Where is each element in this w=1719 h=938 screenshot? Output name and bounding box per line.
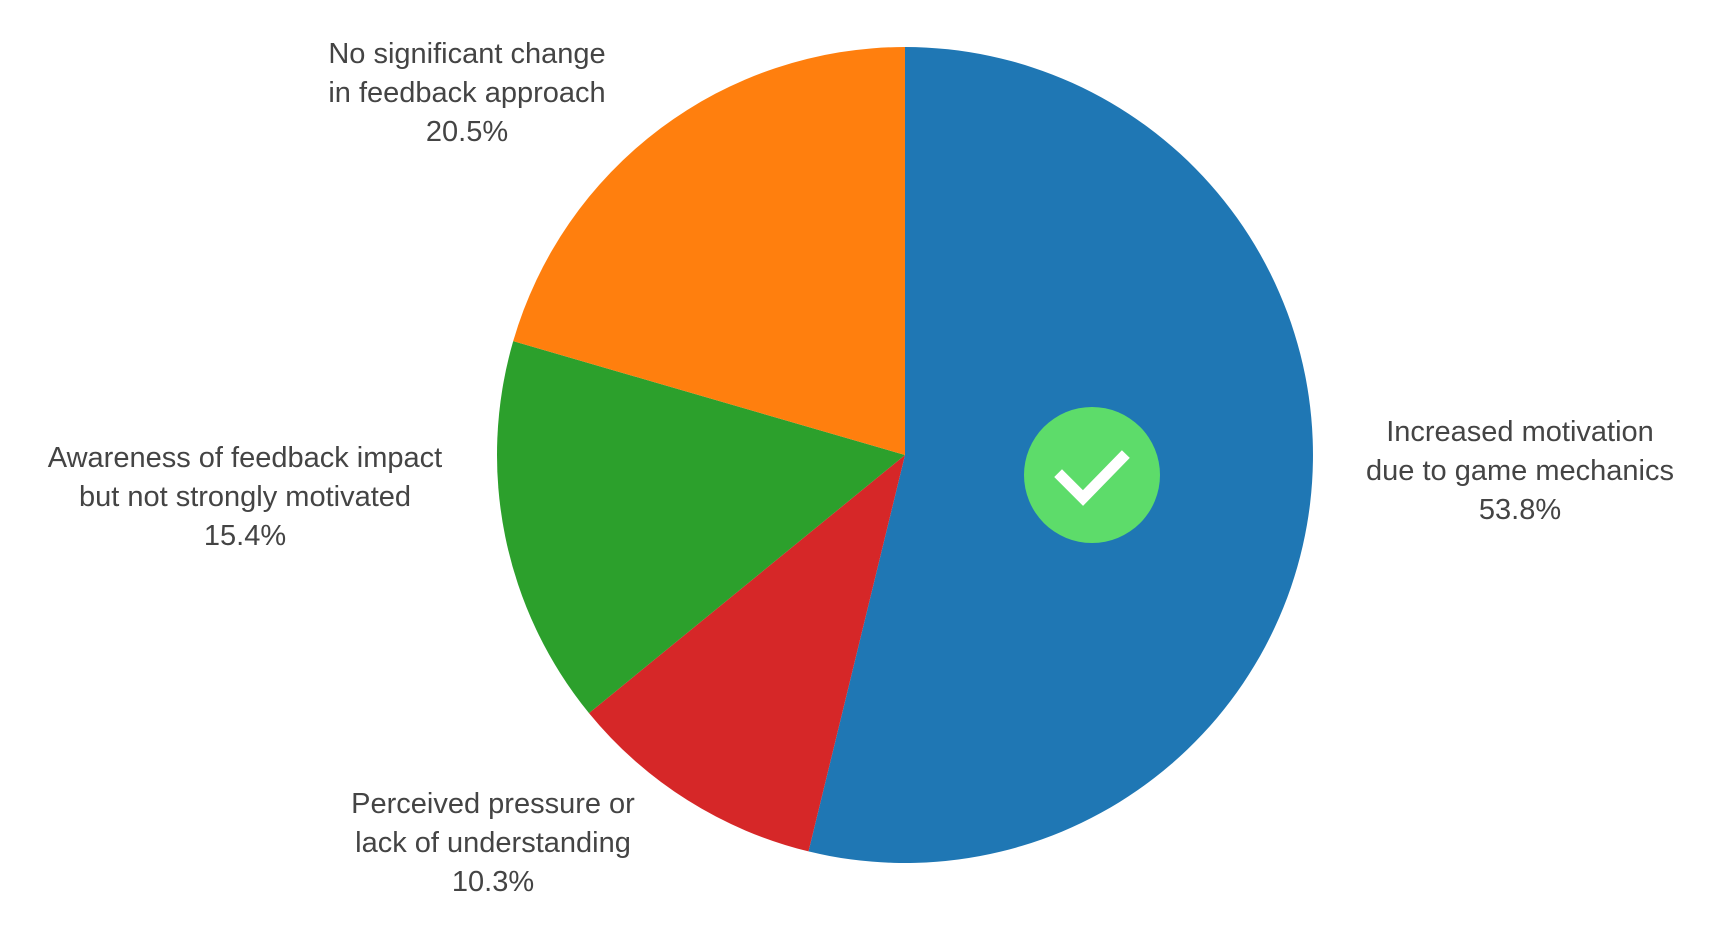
pie-label-text: Awareness of feedback impact (48, 442, 442, 474)
check-circle-icon (1024, 407, 1160, 543)
pie-label-text: Perceived pressure or (351, 788, 635, 820)
pie-label-text: No significant change (328, 38, 605, 70)
pie-label-percent: 53.8% (1479, 494, 1561, 526)
pie-label-text: due to game mechanics (1366, 455, 1674, 487)
pie-label-1: Perceived pressure or lack of understandi… (351, 788, 635, 898)
check-icon (1054, 450, 1130, 506)
pie-slice-1 (589, 455, 905, 852)
pie-label-0: Increased motivation due to game mechanic… (1366, 416, 1674, 526)
pie-labels: Increased motivation due to game mechanic… (48, 38, 1674, 898)
pie-slice-3 (513, 47, 905, 455)
pie-label-text: but not strongly motivated (79, 481, 411, 513)
pie-label-2: Awareness of feedback impact but not stro… (48, 442, 442, 552)
pie-label-text: lack of understanding (355, 827, 631, 859)
pie-slice-2 (496, 341, 905, 714)
pie-label-percent: 10.3% (452, 866, 534, 898)
pie-label-percent: 20.5% (426, 116, 508, 148)
pie-label-3: No significant change in feedback approac… (328, 38, 605, 148)
pie-label-percent: 15.4% (204, 520, 286, 552)
pie-label-text: Increased motivation (1386, 416, 1654, 448)
pie-slices (496, 47, 1313, 863)
check-circle-background (1024, 407, 1160, 543)
pie-label-text: in feedback approach (328, 77, 605, 109)
